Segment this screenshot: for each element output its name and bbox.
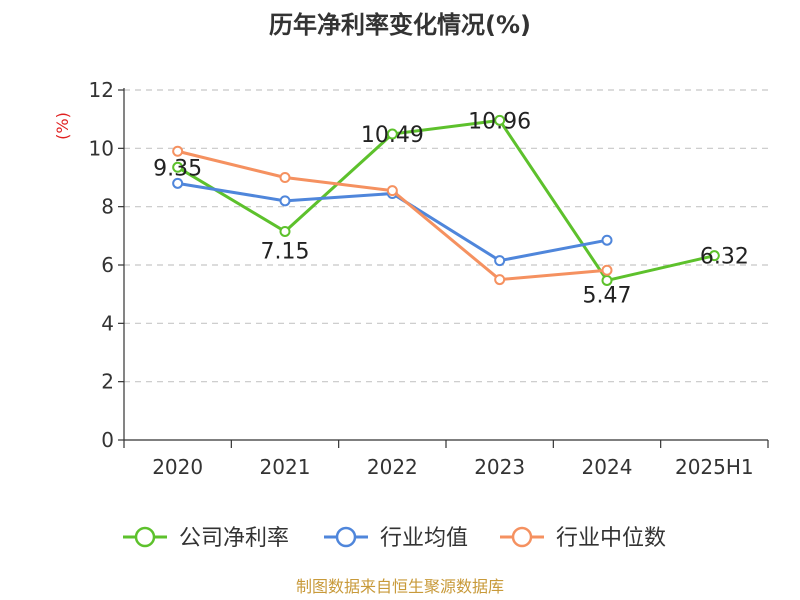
legend-label-0: 公司净利率 xyxy=(179,526,289,551)
legend-marker-2 xyxy=(511,526,533,548)
legend-marker-1 xyxy=(335,526,357,548)
x-tick-label-2025H1: 2025H1 xyxy=(675,455,754,479)
point-2-2 xyxy=(386,185,398,197)
point-0-2 xyxy=(386,128,398,140)
point-2-0 xyxy=(172,145,184,157)
y-axis-label: (%) xyxy=(53,112,72,140)
point-0-4 xyxy=(601,274,613,286)
x-tick-label-2023: 2023 xyxy=(474,455,525,479)
series xyxy=(172,114,720,286)
legend-label-2: 行业中位数 xyxy=(556,526,666,551)
data-label-3: 10.96 xyxy=(468,109,531,134)
data-label-5: 6.32 xyxy=(700,245,749,270)
legend: 公司净利率 行业均值 行业中位数 xyxy=(123,526,666,551)
point-1-1 xyxy=(279,195,291,207)
point-1-0 xyxy=(172,177,184,189)
data-label-0: 9.35 xyxy=(153,156,202,181)
legend-marker-0 xyxy=(134,526,156,548)
data-label-2: 10.49 xyxy=(361,123,424,148)
point-0-1 xyxy=(279,225,291,237)
point-1-3 xyxy=(494,255,506,267)
series-line-2 xyxy=(177,149,608,282)
x-tick-label-2024: 2024 xyxy=(582,455,633,479)
point-1-4 xyxy=(601,234,613,246)
x-tick-label-2021: 2021 xyxy=(260,455,311,479)
y-tick-label-6: 6 xyxy=(101,253,114,277)
grid xyxy=(124,89,768,383)
axes: 0 2 4 6 8 10 12 2020 2021 2022 2023 2024 2025H1 xyxy=(89,78,769,479)
x-tick-label-2020: 2020 xyxy=(152,455,203,479)
point-2-3 xyxy=(494,274,506,286)
x-tick-label-2022: 2022 xyxy=(367,455,418,479)
point-2-1 xyxy=(279,172,291,183)
y-tick-label-2: 2 xyxy=(101,370,114,394)
y-tick-label-0: 0 xyxy=(101,428,114,452)
series-line-0 xyxy=(176,118,715,282)
point-0-5 xyxy=(708,250,720,262)
point-0-3 xyxy=(494,114,506,126)
point-0-0 xyxy=(172,161,184,173)
y-tick-label-10: 10 xyxy=(89,136,114,160)
data-label-4: 5.47 xyxy=(583,283,632,308)
y-tick-label-12: 12 xyxy=(89,78,114,102)
data-label-1: 7.15 xyxy=(261,239,310,264)
y-tick-label-4: 4 xyxy=(101,311,114,335)
data-labels: 9.35 7.15 10.49 10.96 5.47 6.32 xyxy=(153,109,749,308)
legend-label-1: 行业均值 xyxy=(380,526,468,551)
point-2-4 xyxy=(601,264,613,276)
chart-title: 历年净利率变化情况(%) xyxy=(269,11,531,39)
source-note: 制图数据来自恒生聚源数据库 xyxy=(296,577,504,596)
y-tick-label-8: 8 xyxy=(101,195,114,219)
